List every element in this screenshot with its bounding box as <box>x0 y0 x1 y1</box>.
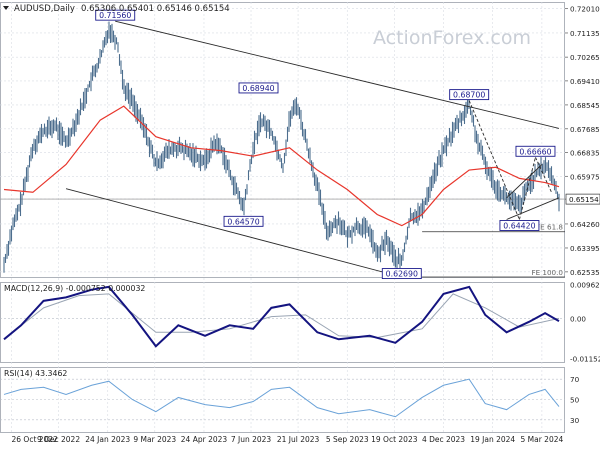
date-tick-label: 9 Dec 2022 <box>37 435 80 444</box>
rsi-tick-label: 30 <box>570 416 580 425</box>
price-box-label: 0.62690 <box>386 270 418 279</box>
price-tick-label: 0.68545 <box>570 101 600 110</box>
macd-title: MACD(12,26,9) -0.000752 0.000032 <box>4 284 145 293</box>
pane-border <box>0 2 565 278</box>
rsi-tick-label: 50 <box>570 396 580 405</box>
price-box <box>499 220 540 231</box>
price-box <box>95 9 136 21</box>
channel-upper-line <box>115 20 560 129</box>
price-tick-label: 0.72010 <box>570 5 600 14</box>
price-box-label: 0.64420 <box>503 222 535 231</box>
symbol-label: AUDUSD,Daily <box>14 4 75 14</box>
watermark-text: ActionForex.com <box>373 27 531 49</box>
channel-lower-line <box>65 188 402 278</box>
current-price-label: 0.65154 <box>569 195 599 204</box>
price-tick-label: 0.69410 <box>570 77 600 86</box>
date-tick-label: 19 Jan 2024 <box>470 435 515 444</box>
price-box-label: 0.68700 <box>453 91 485 100</box>
price-box-label: 0.68940 <box>242 84 274 93</box>
price-box <box>381 268 422 280</box>
macd-line <box>3 285 560 348</box>
date-tick-label: 21 Jul 2023 <box>277 435 320 444</box>
ohlc-values: 0.65306 0.65401 0.65146 0.65154 <box>81 4 230 14</box>
date-tick-label: 5 Sep 2023 <box>326 435 369 444</box>
price-layer: FE 61.8 FE 100.0 0.71560 0.68940 0.64570 0.68… <box>0 9 565 280</box>
price-box <box>238 82 279 94</box>
date-tick-label: 19 Oct 2023 <box>371 435 418 444</box>
projection-line-3 <box>535 157 552 193</box>
price-box-label: 0.64570 <box>227 217 259 226</box>
price-tick-label: 0.67685 <box>570 125 600 134</box>
fib-extension-label: FE 61.8 <box>536 223 563 232</box>
price-tick-label: 0.63395 <box>570 244 600 253</box>
rsi-title: RSI(14) 43.3462 <box>4 369 67 378</box>
price-box-label: 0.71560 <box>99 11 131 20</box>
price-tick-label: 0.70265 <box>570 53 600 62</box>
collapse-arrow-icon[interactable] <box>3 6 9 10</box>
rsi-layer: RSI(14) 43.3462 <box>0 369 565 421</box>
macd-signal-line <box>3 293 560 340</box>
date-tick-label: 24 Jan 2023 <box>85 435 130 444</box>
price-box <box>449 89 490 101</box>
price-tick-label: 0.64260 <box>570 220 600 229</box>
triangle-lower-line <box>506 197 560 220</box>
date-tick-label: 7 Jun 2023 <box>231 435 272 444</box>
rsi-line <box>3 378 560 418</box>
date-tick-label: 26 Oct 2022 <box>11 435 58 444</box>
date-tick-label: 24 Apr 2023 <box>181 435 228 444</box>
date-tick-label: 4 Dec 2023 <box>422 435 465 444</box>
pane-border <box>0 282 565 363</box>
price-tick-label: 0.62535 <box>570 268 600 277</box>
rsi-tick-label: 70 <box>570 375 580 384</box>
current-price-tag <box>565 193 600 205</box>
pane-border <box>0 367 565 433</box>
macd-tick-label: 0.009628 <box>570 281 600 290</box>
price-tick-label: 0.66835 <box>570 148 600 157</box>
price-box <box>223 215 264 227</box>
price-box-label: 0.66660 <box>519 147 551 156</box>
price-tick-label: 0.71135 <box>570 29 600 38</box>
macd-tick-label: 0.00 <box>570 314 586 323</box>
price-tick-label: 0.65975 <box>570 172 600 181</box>
price-box <box>515 145 556 157</box>
triangle-upper-line <box>506 164 543 199</box>
projection-line-1 <box>468 100 520 220</box>
date-tick-label: 9 Mar 2023 <box>133 435 176 444</box>
date-tick-label: 5 Mar 2024 <box>520 435 563 444</box>
macd-layer: MACD(12,26,9) -0.000752 0.000032 <box>0 284 565 348</box>
projection-line-2 <box>518 157 536 220</box>
fib-extension-label: FE 100.0 <box>531 268 563 277</box>
macd-tick-label: -0.011522 <box>570 355 600 364</box>
chart-header: AUDUSD,Daily 0.65306 0.65401 0.65146 0.6… <box>3 4 230 14</box>
moving-average-line <box>3 105 560 227</box>
grid-layer <box>0 2 565 433</box>
